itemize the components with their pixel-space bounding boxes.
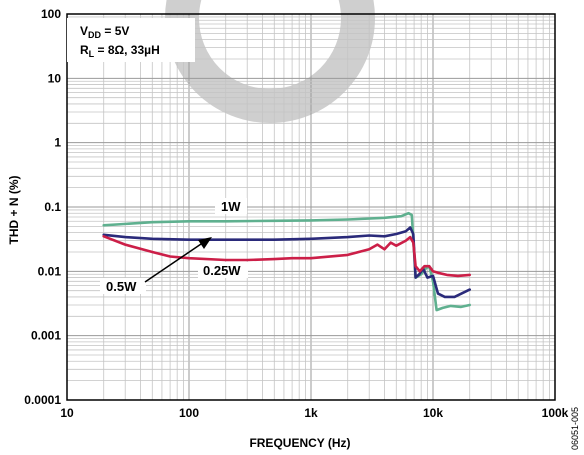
conditions-box: VDD = 5V RL = 8Ω, 33µH [67,18,195,62]
y-tick-label: 0.1 [44,200,61,214]
condition-line-1: VDD = 5V [80,24,129,40]
x-tick-label: 100k [542,406,569,420]
y-axis-title: THD + N (%) [7,175,21,244]
y-tick-label: 0.0001 [24,393,61,407]
y-tick-label: 1 [54,136,61,150]
x-tick-label: 100 [179,406,199,420]
watermark-ring [165,0,375,123]
label-1w: 1W [221,199,241,214]
series-line-0-5w [102,226,472,299]
figure-code: 06051-005 [570,407,580,450]
series-line-0-25w [102,235,472,278]
y-tick-label: 0.01 [38,264,62,278]
condition-line-2: RL = 8Ω, 33µH [80,43,160,59]
x-tick-label: 1k [304,406,318,420]
x-tick-labels: 10 100 1k 10k 100k [60,406,568,420]
label-0-5w: 0.5W [106,279,137,294]
grid-lines [67,14,555,400]
y-tick-label: 10 [48,71,62,85]
series-annotations: 1W 0.5W 0.25W [100,198,248,294]
series-line-1w [102,211,472,312]
y-tick-label: 0.001 [31,329,61,343]
x-tick-label: 10k [423,406,443,420]
series-layer [102,211,472,312]
annotation-arrow-line [144,241,205,283]
y-tick-labels: 100 10 1 0.1 0.01 0.001 0.0001 [24,7,61,407]
plot-frame [66,13,556,401]
y-tick-label: 100 [41,7,61,21]
x-axis-title: FREQUENCY (Hz) [249,436,350,450]
x-tick-label: 10 [60,406,74,420]
annotation-arrow-head [198,237,212,249]
label-0-25w: 0.25W [203,263,241,278]
